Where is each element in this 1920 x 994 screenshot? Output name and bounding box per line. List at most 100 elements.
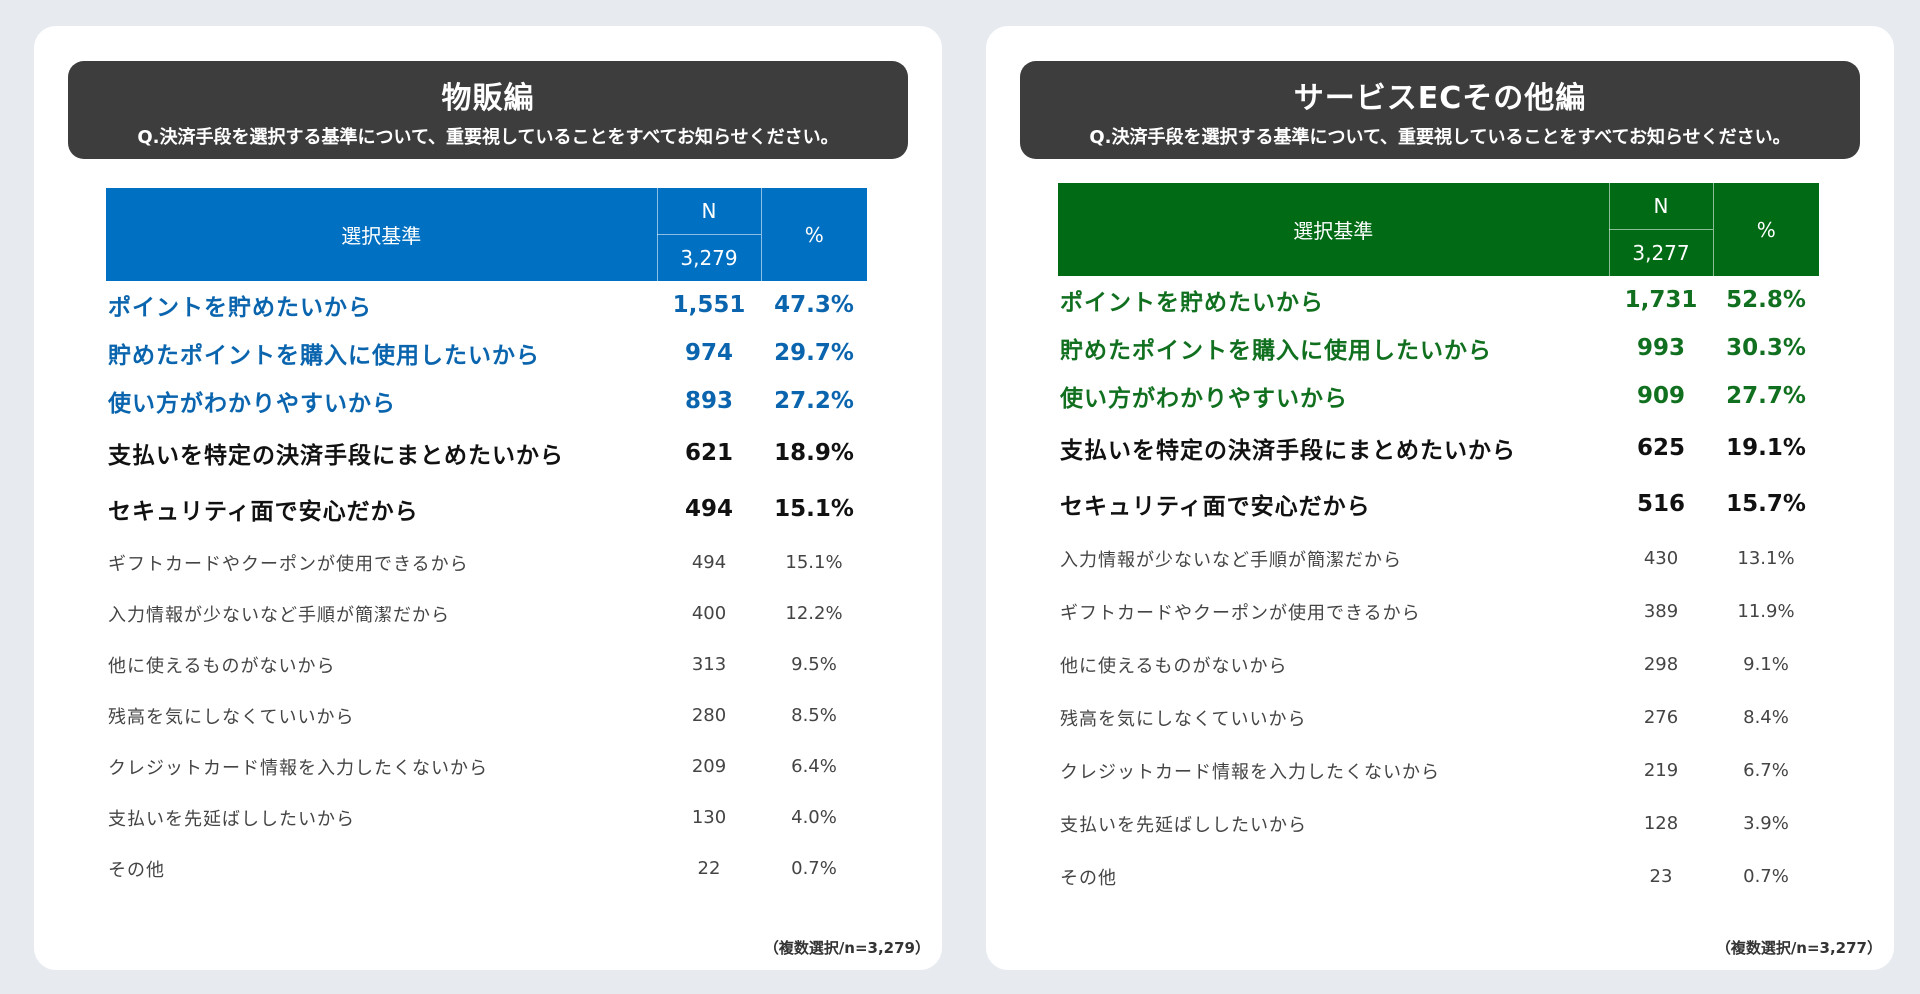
table-row: ギフトカードやクーポンが使用できるから 389 11.9% [1058,585,1819,638]
row-percent: 8.5% [791,705,837,726]
row-percent: 12.2% [785,603,843,624]
row-count: 209 [691,756,727,777]
row-percent: 27.2% [774,388,854,414]
sample-footnote: （複数選択/n=3,277） [1715,939,1882,957]
row-percent: 19.1% [1726,435,1806,461]
row-count: 516 [1636,491,1685,517]
row-count: 1,551 [672,292,746,318]
goods-panel: 物販編 Q.決済手段を選択する基準について、重要視していることをすべてお知らせく… [34,26,942,970]
row-label: 入力情報が少ないなど手順が簡潔だから [108,604,450,626]
row-label: 支払いを特定の決済手段にまとめたいから [1060,438,1516,464]
row-percent: 0.7% [1743,866,1789,887]
n-total: 3,279 [656,234,761,281]
row-label: 他に使えるものがないから [108,655,336,677]
row-count: 1,731 [1624,287,1698,313]
row-count: 298 [1643,654,1679,675]
pct-header: % [760,188,867,281]
n-header: N [656,188,761,235]
row-count: 625 [1636,435,1685,461]
row-label: セキュリティ面で安心だから [1060,494,1371,520]
table-row: 入力情報が少ないなど手順が簡潔だから 400 12.2% [106,588,867,639]
row-percent: 6.7% [1743,760,1789,781]
row-count: 313 [691,654,727,675]
row-label: その他 [1060,867,1117,889]
criteria-table: 選択基準 N % 3,277 ポイントを貯めたいから 1,731 52.8% 貯めた… [1058,183,1819,903]
table-row: 貯めたポイントを購入に使用したいから 974 29.7% [106,329,867,377]
row-percent: 11.9% [1737,601,1795,622]
row-count: 621 [684,440,733,466]
row-percent: 6.4% [791,756,837,777]
row-label: 貯めたポイントを購入に使用したいから [108,343,540,369]
survey-question: Q.決済手段を選択する基準について、重要視していることをすべてお知らせください。 [1089,127,1791,148]
row-percent: 9.5% [791,654,837,675]
criteria-table: 選択基準 N % 3,279 ポイントを貯めたいから 1,551 47.3% 貯めた… [106,188,867,894]
row-percent: 8.4% [1743,707,1789,728]
panel-header: 物販編 Q.決済手段を選択する基準について、重要視していることをすべてお知らせく… [68,61,908,159]
row-label: 入力情報が少ないなど手順が簡潔だから [1060,549,1402,571]
pct-header: % [1712,183,1819,276]
row-count: 280 [691,705,727,726]
row-label: 使い方がわかりやすいから [108,391,396,417]
panel-title: 物販編 [441,81,535,116]
table-row: 他に使えるものがないから 313 9.5% [106,639,867,690]
n-total: 3,277 [1608,229,1713,276]
criteria-header: 選択基準 [1058,183,1609,276]
survey-question: Q.決済手段を選択する基準について、重要視していることをすべてお知らせください。 [137,127,839,148]
row-label: 残高を気にしなくていいから [1060,708,1307,730]
n-header: N [1608,183,1713,230]
row-percent: 30.3% [1726,335,1806,361]
row-percent: 15.1% [774,496,854,522]
table-row: その他 23 0.7% [1058,850,1819,903]
row-label: 残高を気にしなくていいから [108,706,355,728]
row-label: ポイントを貯めたいから [1060,290,1324,316]
row-percent: 15.7% [1726,491,1806,517]
panel-header: サービスECその他編 Q.決済手段を選択する基準について、重要視していることをす… [1020,61,1860,159]
row-label: ポイントを貯めたいから [108,295,372,321]
row-count: 400 [691,603,727,624]
row-percent: 47.3% [774,292,854,318]
row-percent: 9.1% [1743,654,1789,675]
row-percent: 4.0% [791,807,837,828]
row-label: 使い方がわかりやすいから [1060,386,1348,412]
table-row: 支払いを特定の決済手段にまとめたいから 625 19.1% [1058,420,1819,476]
panel-title: サービスECその他編 [1293,81,1587,116]
row-percent: 0.7% [791,858,837,879]
table-row: 貯めたポイントを購入に使用したいから 993 30.3% [1058,324,1819,372]
table-row: 残高を気にしなくていいから 280 8.5% [106,690,867,741]
row-label: 支払いを先延ばししたいから [108,808,355,830]
row-label: クレジットカード情報を入力したくないから [108,757,488,779]
row-label: ギフトカードやクーポンが使用できるから [108,553,469,575]
row-label: 支払いを先延ばししたいから [1060,814,1307,836]
row-count: 893 [684,388,733,414]
table-row: 他に使えるものがないから 298 9.1% [1058,638,1819,691]
row-label: セキュリティ面で安心だから [108,499,419,525]
table-row: セキュリティ面で安心だから 516 15.7% [1058,476,1819,532]
table-row: その他 22 0.7% [106,843,867,894]
row-label: その他 [108,859,165,881]
row-percent: 29.7% [774,340,854,366]
row-count: 494 [684,496,733,522]
criteria-header: 選択基準 [106,188,657,281]
row-label: 他に使えるものがないから [1060,655,1288,677]
row-count: 993 [1636,335,1685,361]
row-count: 974 [684,340,733,366]
table-row: 支払いを先延ばししたいから 130 4.0% [106,792,867,843]
row-percent: 52.8% [1726,287,1806,313]
row-count: 909 [1636,383,1685,409]
table-row: 使い方がわかりやすいから 909 27.7% [1058,372,1819,420]
table-row: 支払いを先延ばししたいから 128 3.9% [1058,797,1819,850]
row-label: 支払いを特定の決済手段にまとめたいから [108,443,564,469]
table-row: クレジットカード情報を入力したくないから 219 6.7% [1058,744,1819,797]
row-label: クレジットカード情報を入力したくないから [1060,761,1440,783]
row-count: 128 [1643,813,1679,834]
row-count: 276 [1643,707,1679,728]
row-percent: 18.9% [774,440,854,466]
table-row: ポイントを貯めたいから 1,731 52.8% [1058,276,1819,324]
sample-footnote: （複数選択/n=3,279） [763,939,930,957]
table-row: 残高を気にしなくていいから 276 8.4% [1058,691,1819,744]
row-count: 219 [1643,760,1679,781]
row-percent: 15.1% [785,552,843,573]
row-count: 22 [697,858,721,879]
table-row: ギフトカードやクーポンが使用できるから 494 15.1% [106,537,867,588]
table-row: 支払いを特定の決済手段にまとめたいから 621 18.9% [106,425,867,481]
